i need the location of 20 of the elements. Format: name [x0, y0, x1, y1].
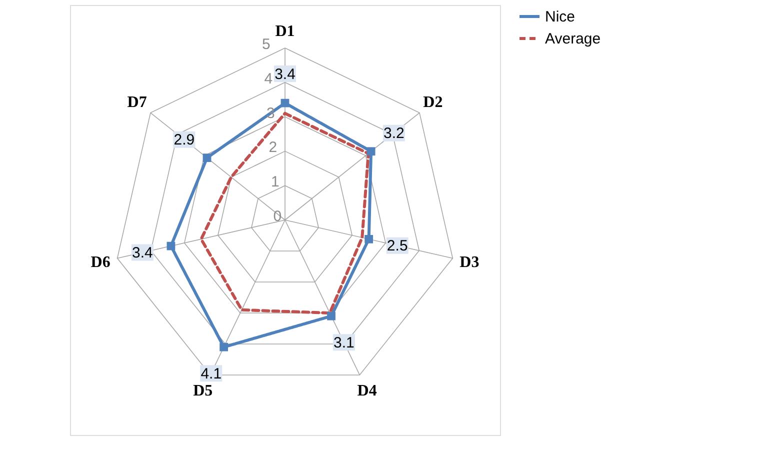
- y-tick-label: 4: [264, 70, 273, 88]
- spoke-label: D1: [275, 22, 295, 40]
- data-label: 3.2: [383, 125, 404, 142]
- y-tick-label: 1: [270, 174, 280, 191]
- data-label: 2.9: [174, 132, 195, 149]
- y-tick-label: 5: [262, 36, 270, 53]
- data-label: 3.4: [132, 244, 153, 262]
- spoke-label: D3: [460, 254, 480, 272]
- spoke-label: D6: [90, 254, 110, 272]
- spoke-label: D4: [357, 382, 377, 400]
- data-label: 3.1: [334, 334, 354, 352]
- spoke-label: D7: [127, 94, 147, 112]
- legend-label: Average: [545, 30, 601, 48]
- data-label: 4.1: [200, 365, 222, 382]
- spoke-label: D2: [423, 94, 443, 112]
- y-tick-label: 2: [268, 139, 278, 156]
- spoke-label: D5: [193, 382, 213, 400]
- data-label: 3.4: [274, 66, 296, 83]
- legend-label: Nice: [545, 8, 576, 26]
- data-label: 2.5: [386, 238, 408, 255]
